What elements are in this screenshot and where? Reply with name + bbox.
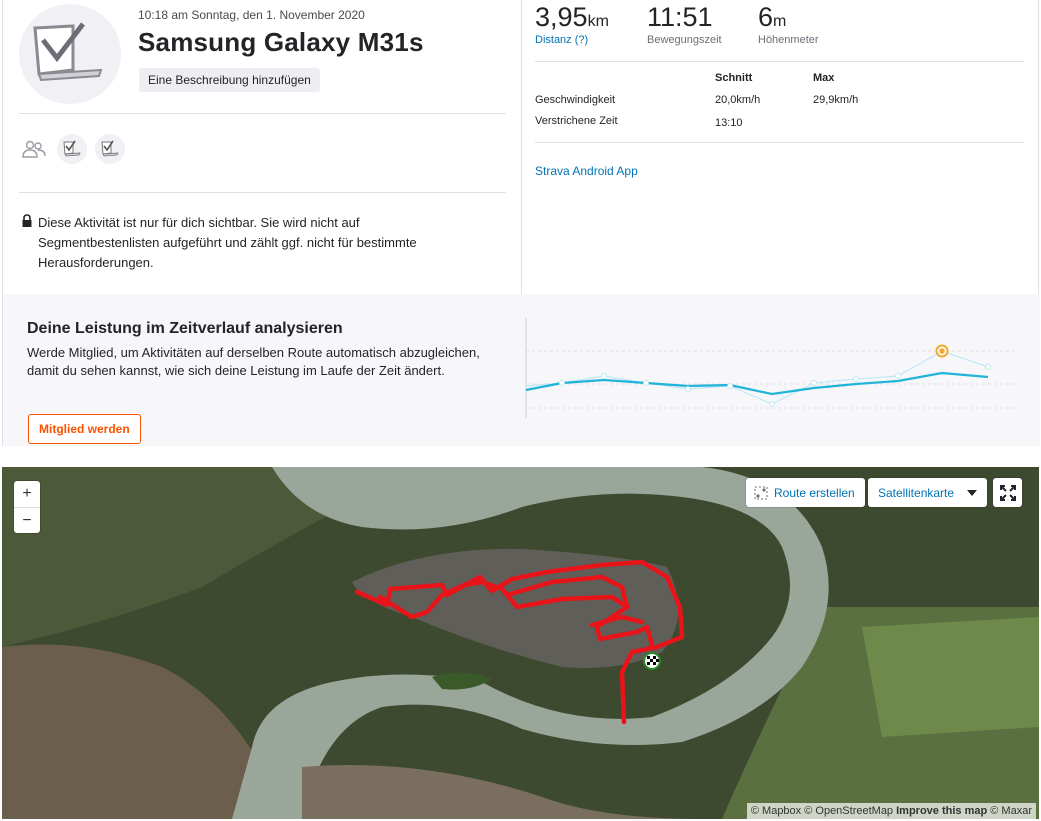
privacy-notice: Diese Aktivität ist nur für dich sichtba… xyxy=(38,215,417,270)
fullscreen-button[interactable] xyxy=(993,478,1022,507)
divider xyxy=(535,61,1024,62)
create-route-label: Route erstellen xyxy=(774,485,855,500)
row-speed-max: 29,9km/h xyxy=(813,94,859,106)
avatar xyxy=(19,4,121,104)
fullscreen-icon xyxy=(999,484,1016,501)
device-icon[interactable] xyxy=(57,134,87,164)
group-icon[interactable] xyxy=(19,134,49,164)
performance-trend-graphic xyxy=(525,318,1018,418)
stat-elevation-label: Höhenmeter xyxy=(758,34,819,46)
zoom-controls: + − xyxy=(14,481,40,533)
become-member-button[interactable]: Mitglied werden xyxy=(28,414,141,444)
performance-title: Deine Leistung im Zeitverlauf analysiere… xyxy=(27,320,343,337)
satellite-map-view xyxy=(2,467,1039,819)
activity-card: 10:18 am Sonntag, den 1. November 2020 S… xyxy=(2,0,1040,446)
create-route-button[interactable]: Route erstellen xyxy=(746,478,865,507)
row-label-speed: Geschwindigkeit xyxy=(535,94,616,106)
divider xyxy=(19,192,506,193)
stat-elevation-value: 6 xyxy=(758,2,774,32)
stat-moving-time-value: 11:51 xyxy=(647,2,713,32)
attribution-mapbox[interactable]: © Mapbox xyxy=(750,805,802,817)
device-icon[interactable] xyxy=(95,134,125,164)
divider xyxy=(535,142,1024,143)
lock-icon xyxy=(22,214,32,227)
row-label-elapsed: Verstrichene Zeit xyxy=(535,115,618,127)
attribution-maxar[interactable]: © Maxar xyxy=(990,805,1032,817)
zoom-out-button[interactable]: − xyxy=(14,507,40,533)
divider xyxy=(19,113,506,114)
route-create-icon xyxy=(754,486,768,499)
stat-distance: 3,95km Distanz (?) xyxy=(535,2,609,46)
finish-flag-icon xyxy=(647,656,659,665)
row-elapsed-avg: 13:10 xyxy=(715,117,743,129)
activity-device-icon xyxy=(33,22,103,82)
map-type-label: Satellitenkarte xyxy=(878,485,955,500)
add-description-button[interactable]: Eine Beschreibung hinzufügen xyxy=(139,68,320,92)
stat-elevation: 6m Höhenmeter xyxy=(758,2,819,46)
stat-elevation-unit: m xyxy=(773,13,787,30)
device-app-link[interactable]: Strava Android App xyxy=(535,164,638,178)
activity-map[interactable]: + − Route erstellen Satellitenkarte © Ma… xyxy=(2,467,1039,819)
zoom-in-button[interactable]: + xyxy=(22,485,32,502)
attribution-osm[interactable]: © OpenStreetMap xyxy=(804,805,894,817)
map-attribution: © Mapbox © OpenStreetMap Improve this ma… xyxy=(746,803,1036,819)
col-header-max: Max xyxy=(813,72,835,84)
performance-upsell: Deine Leistung im Zeitverlauf analysiere… xyxy=(3,294,1040,446)
activity-header: 10:18 am Sonntag, den 1. November 2020 S… xyxy=(3,0,522,294)
stat-distance-unit: km xyxy=(587,13,609,30)
activity-stats: 3,95km Distanz (?) 11:51 Bewegungszeit 6… xyxy=(523,0,1040,294)
stat-distance-value: 3,95 xyxy=(535,2,588,32)
map-type-dropdown[interactable]: Satellitenkarte xyxy=(868,478,987,507)
col-header-avg: Schnitt xyxy=(715,72,753,84)
activity-datetime: 10:18 am Sonntag, den 1. November 2020 xyxy=(138,8,365,22)
performance-text: Werde Mitglied, um Aktivitäten auf derse… xyxy=(27,345,480,378)
activity-title: Samsung Galaxy M31s xyxy=(138,27,424,57)
device-icons xyxy=(19,134,125,164)
attribution-improve[interactable]: Improve this map xyxy=(896,805,988,817)
stat-moving-time: 11:51 Bewegungszeit xyxy=(647,2,722,46)
stat-moving-time-label: Bewegungszeit xyxy=(647,34,722,46)
dropdown-caret-icon xyxy=(967,489,977,496)
stat-distance-label[interactable]: Distanz (?) xyxy=(535,34,589,46)
row-speed-avg: 20,0km/h xyxy=(715,94,761,106)
